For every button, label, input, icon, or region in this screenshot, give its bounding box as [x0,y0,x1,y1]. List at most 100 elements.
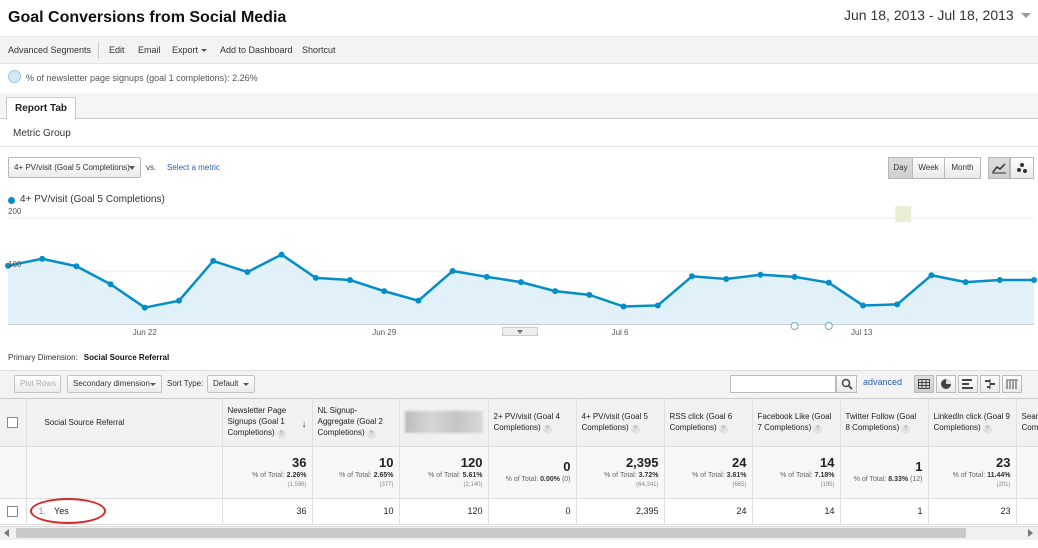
view-pivot-button[interactable] [1002,375,1022,393]
column-header[interactable]: Twitter Follow (Goal 8 Completions)? [840,399,929,447]
column-header[interactable]: Searc (Goa Comp [1016,399,1038,447]
shortcut-button[interactable]: Shortcut [302,45,336,55]
data-point[interactable] [825,279,832,286]
column-header[interactable]: LinkedIn click (Goal 9 Completions)? [928,399,1017,447]
column-header[interactable]: Facebook Like (Goal 7 Completions)? [752,399,841,447]
table-row[interactable]: 1. Yes 36 10 120 0 2,395 24 14 1 23 [0,498,1038,525]
add-to-dashboard-button[interactable]: Add to Dashboard [220,45,293,55]
email-button[interactable]: Email [138,45,161,55]
column-header[interactable]: ↓ Newsletter Page Signups (Goal 1 Complet… [222,399,313,447]
data-point[interactable] [415,297,422,304]
data-point[interactable] [39,255,46,262]
help-icon[interactable]: ? [542,424,552,434]
month-button[interactable]: Month [944,157,981,179]
column-header-redacted[interactable] [399,399,489,447]
percent-value: 8.33% [888,476,909,483]
column-header[interactable]: Social Source Referral [26,399,223,447]
data-point[interactable] [518,279,524,286]
data-point[interactable] [620,303,627,310]
help-icon[interactable]: ? [901,424,911,434]
select-all-checkbox[interactable] [7,416,19,428]
line-chart-button[interactable] [988,157,1010,179]
total-value: 0 [563,459,571,474]
edit-button[interactable]: Edit [109,45,125,55]
data-point[interactable] [483,273,490,280]
view-percentage-button[interactable] [936,375,956,393]
total-percent: % of Total: 3.72% [582,471,658,481]
data-point[interactable] [176,297,182,304]
date-range-picker[interactable]: Jun 18, 2013 - Jul 18, 2013 [844,7,1014,23]
data-point[interactable] [791,273,798,280]
view-data-button[interactable] [914,375,934,393]
data-point[interactable] [1031,277,1037,284]
tab-report[interactable]: Report Tab [6,97,76,120]
annotation-marker-icon[interactable] [790,322,799,330]
data-point[interactable] [107,281,114,288]
motion-chart-button[interactable] [1010,157,1034,179]
data-point[interactable] [210,257,217,264]
data-point[interactable] [894,301,901,308]
help-icon[interactable]: ? [718,424,728,434]
total-percent: % of Total: 0.00% (0) [494,475,571,485]
data-point[interactable] [996,277,1003,284]
data-point[interactable] [689,273,695,280]
scroll-left-icon[interactable] [4,529,9,537]
view-performance-button[interactable] [958,375,978,393]
data-point[interactable] [962,279,969,286]
total-percent: % of Total: 2.26% [228,471,306,481]
total-percent: % of Total: 3.61% [670,471,746,481]
export-button[interactable]: Export [172,45,208,55]
data-point[interactable] [347,277,353,284]
table-view-icon [918,379,930,389]
data-point[interactable] [552,288,559,295]
scroll-right-icon[interactable] [1028,529,1033,537]
select-metric-link[interactable]: Select a metric [167,163,220,172]
help-icon[interactable]: ? [813,424,823,434]
scrollbar-thumb[interactable] [16,528,966,538]
data-point[interactable] [757,271,764,278]
data-point[interactable] [654,302,661,309]
date-range-caret-icon[interactable] [1021,13,1031,18]
day-button[interactable]: Day [888,157,913,179]
table-search-input[interactable] [730,375,836,393]
column-header[interactable]: 4+ PV/visit (Goal 5 Completions)? [576,399,665,447]
chart-collapse-handle[interactable] [502,327,538,336]
data-point[interactable] [723,275,730,282]
chevron-down-icon [243,383,249,386]
advanced-filter-link[interactable]: advanced [863,377,903,387]
metric-group-label[interactable]: Metric Group [13,128,71,139]
help-icon[interactable]: ? [982,424,992,434]
row-checkbox[interactable] [7,505,19,517]
data-point[interactable] [141,304,148,311]
data-point[interactable] [381,288,388,295]
annotation-marker-icon[interactable] [824,322,833,330]
week-button[interactable]: Week [912,157,945,179]
data-point[interactable] [5,262,11,269]
secondary-dimension-select[interactable]: Secondary dimension [67,375,162,393]
help-icon[interactable]: ? [366,430,376,440]
help-icon[interactable]: ? [276,430,286,440]
site-total: (665) [732,481,747,488]
data-point[interactable] [312,274,319,281]
advanced-segments-button[interactable]: Advanced Segments [8,45,92,55]
help-icon[interactable]: ? [630,424,640,434]
column-header[interactable]: 2+ PV/visit (Goal 4 Completions)? [488,399,577,447]
data-point[interactable] [278,251,285,258]
primary-dimension: Primary Dimension: Social Source Referral [8,353,169,362]
data-point[interactable] [73,263,80,270]
plot-rows-button[interactable]: Plot Rows [14,375,61,393]
vs-label: vs. [146,163,157,172]
sort-type-select[interactable]: Default [207,375,255,393]
data-point[interactable] [586,291,593,298]
column-header[interactable]: RSS click (Goal 6 Completions)? [664,399,753,447]
search-button[interactable] [836,375,857,393]
data-point[interactable] [860,302,866,309]
data-point[interactable] [449,268,456,274]
data-point[interactable] [928,272,935,279]
view-comparison-button[interactable] [980,375,1000,393]
column-header[interactable]: NL Signup-Aggregate (Goal 2 Completions)… [312,399,400,447]
data-point[interactable] [244,269,251,276]
chevron-down-icon [129,166,135,170]
primary-dimension-value[interactable]: Social Source Referral [83,353,170,362]
metric-select[interactable]: 4+ PV/visit (Goal 5 Completions) [8,157,141,178]
